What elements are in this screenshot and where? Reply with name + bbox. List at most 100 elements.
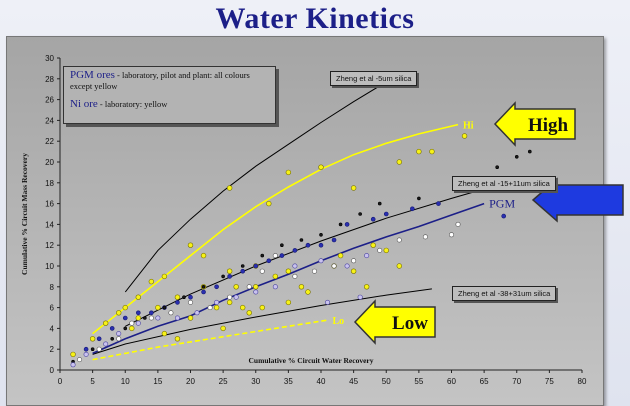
y-tick-label: 18 <box>45 179 54 188</box>
data-point-black <box>162 305 167 310</box>
data-point-white <box>377 247 383 253</box>
data-point-yellow <box>226 268 233 274</box>
data-point-yellow <box>213 304 220 311</box>
data-point-white <box>448 232 454 238</box>
y-tick-label: 0 <box>50 366 55 375</box>
data-point-yellow <box>102 320 109 326</box>
data-point-blue <box>344 222 350 227</box>
data-point-yellow <box>383 247 389 254</box>
legend-entry-pgm: PGM ores - laboratory, pilot and plant: … <box>70 70 269 92</box>
data-point-blue <box>436 201 441 206</box>
data-point-white <box>292 273 298 279</box>
data-point-blue <box>96 336 102 342</box>
data-point-yellow <box>396 263 402 269</box>
data-point-yellow <box>285 169 292 176</box>
x-tick-label: 10 <box>121 377 130 386</box>
data-point-white <box>168 310 174 316</box>
data-point-white <box>188 299 194 305</box>
data-point-yellow <box>246 310 252 316</box>
data-point-lavender <box>233 294 239 300</box>
x-tick-label: 65 <box>480 377 489 386</box>
x-tick-label: 35 <box>284 377 293 386</box>
data-point-black <box>260 253 265 258</box>
series-line-4 <box>92 202 485 355</box>
y-tick-label: 24 <box>45 116 54 125</box>
data-point-black <box>417 196 421 201</box>
series-label-pgm: PGM <box>489 197 515 211</box>
data-point-yellow <box>363 284 370 290</box>
y-tick-label: 2 <box>50 345 55 354</box>
data-point-lavender <box>292 263 298 269</box>
y-tick-label: 14 <box>45 220 54 229</box>
x-tick-label: 75 <box>545 377 554 386</box>
y-tick-label: 22 <box>45 137 54 146</box>
annotation-zheng-38-31um: Zheng et al -38+31um silica <box>452 286 557 301</box>
data-point-blue <box>83 346 89 352</box>
chart-labels: Hi PGM Lo <box>333 121 516 328</box>
x-tick-label: 55 <box>414 377 423 386</box>
data-point-lavender <box>344 263 350 269</box>
chart-axes: 0 5 10 15 20 25 30 35 40 45 50 55 60 65 70 75 8002468101… <box>20 54 587 386</box>
series-line-3 <box>92 123 459 335</box>
data-point-blue <box>370 216 376 222</box>
data-point-lavender <box>318 258 324 264</box>
x-tick-label: 60 <box>447 377 456 386</box>
data-point-yellow <box>155 304 161 311</box>
data-point-yellow <box>200 252 207 259</box>
data-point-white <box>396 237 402 243</box>
data-point-blue <box>501 213 507 219</box>
data-point-yellow <box>187 315 194 321</box>
data-point-blue <box>279 253 285 258</box>
callout-arrow-high <box>493 101 576 147</box>
data-point-yellow <box>416 148 422 155</box>
data-point-blue <box>318 242 324 248</box>
series-line-1 <box>125 188 485 327</box>
data-point-yellow <box>266 200 272 207</box>
x-tick-label: 70 <box>512 377 521 386</box>
data-point-lavender <box>194 310 200 316</box>
legend-head: Ni ore <box>70 98 98 110</box>
data-point-lavender <box>214 299 220 305</box>
data-point-yellow <box>135 315 142 321</box>
data-point-white <box>207 305 213 311</box>
data-point-yellow <box>129 325 135 332</box>
data-point-yellow <box>285 299 292 306</box>
data-point-blue <box>109 326 115 331</box>
data-point-yellow <box>396 159 402 165</box>
x-tick-label: 50 <box>382 377 391 386</box>
data-point-black <box>527 149 532 154</box>
legend-text: - laboratory, pilot and plant: all colou… <box>70 70 250 91</box>
callout-label-low: Low <box>392 313 428 334</box>
data-point-white <box>148 315 154 321</box>
data-point-white <box>272 253 278 259</box>
data-point-yellow <box>226 299 233 306</box>
data-point-white <box>311 268 317 274</box>
y-tick-label: 10 <box>45 262 54 271</box>
series-label-hi: Hi <box>463 121 474 132</box>
data-point-black <box>182 295 186 300</box>
data-point-white <box>422 234 428 240</box>
data-point-black <box>358 212 362 216</box>
data-point-lavender <box>155 315 161 321</box>
data-point-yellow <box>161 273 168 280</box>
series-line-0 <box>124 81 387 293</box>
data-point-black <box>90 347 95 352</box>
data-point-white <box>116 336 122 342</box>
data-point-black <box>143 316 147 320</box>
y-tick-label: 20 <box>45 158 54 167</box>
data-point-blue <box>240 268 245 274</box>
y-tick-label: 16 <box>45 200 54 209</box>
series-line-5 <box>92 319 328 361</box>
data-point-white <box>129 320 135 326</box>
data-point-yellow <box>122 304 128 311</box>
x-tick-label: 0 <box>58 377 63 386</box>
x-tick-label: 45 <box>349 377 358 386</box>
data-point-blue <box>292 248 298 253</box>
data-point-yellow <box>240 304 246 311</box>
data-point-blue <box>227 274 232 279</box>
data-point-blue <box>175 300 180 305</box>
x-tick-label: 20 <box>186 377 195 386</box>
data-point-blue <box>383 211 389 217</box>
data-point-yellow <box>116 310 122 316</box>
data-point-blue <box>266 258 272 264</box>
